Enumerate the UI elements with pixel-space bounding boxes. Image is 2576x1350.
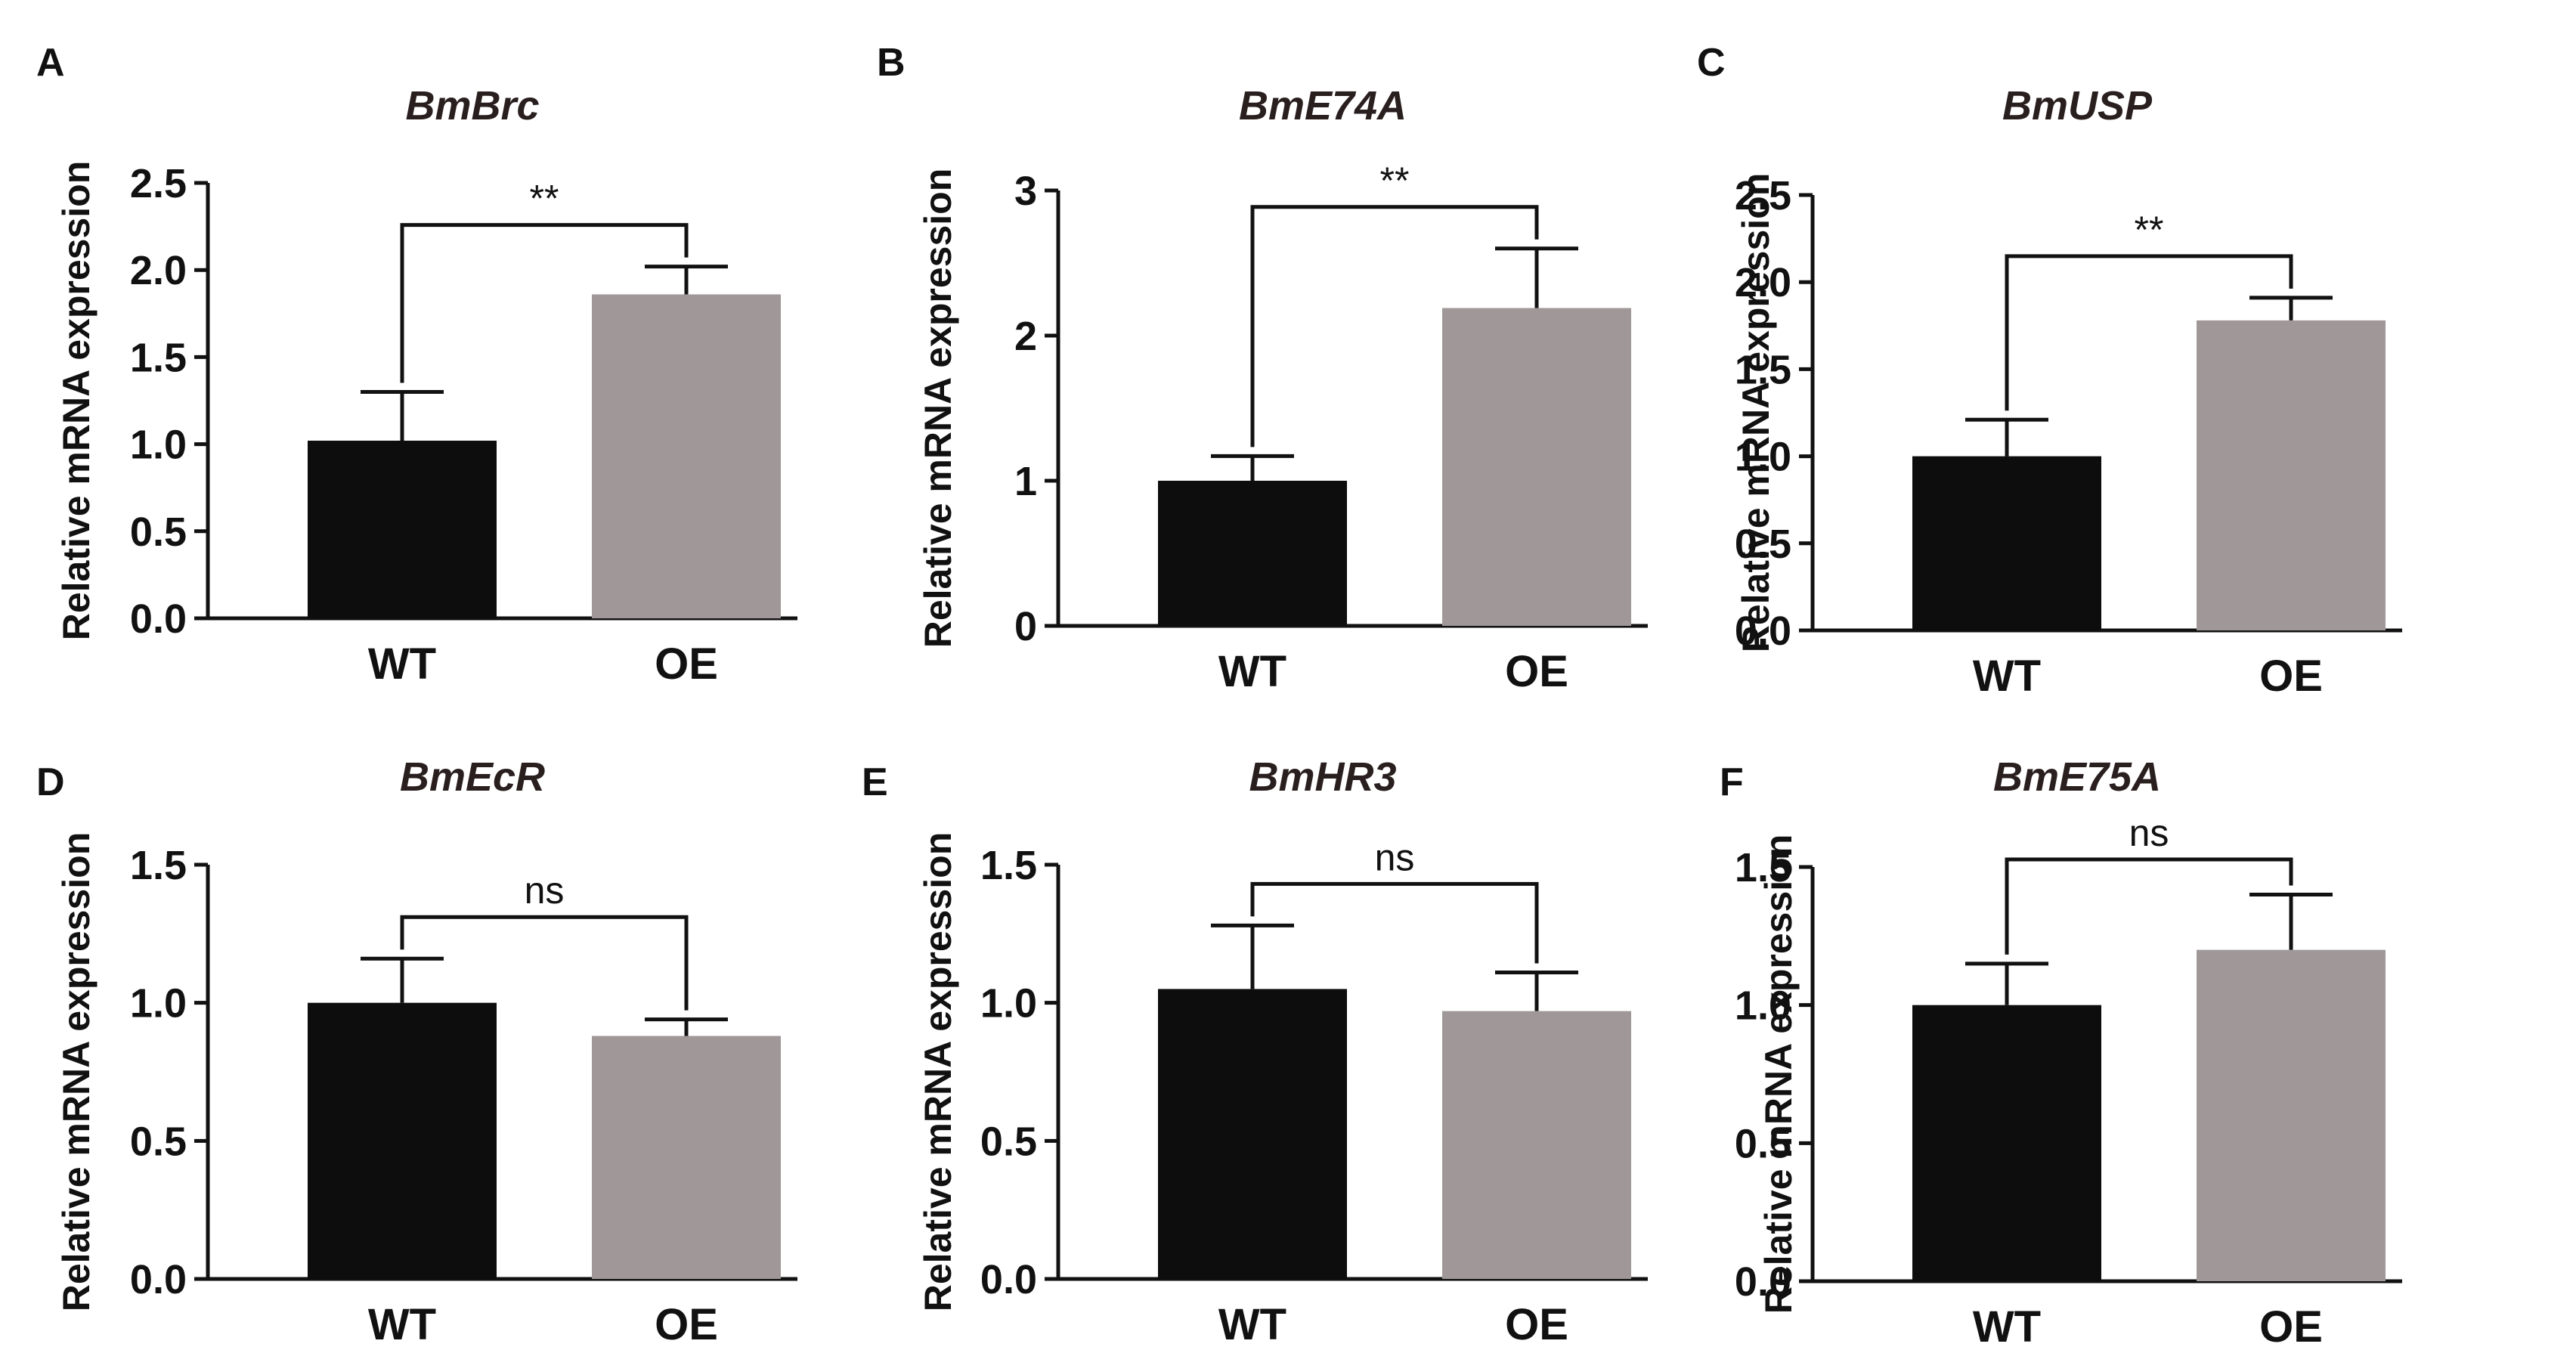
y-axis-label: Relative mRNA expression (1757, 834, 1800, 1314)
chart-panel-d: D BmEcR Relative mRNA expression 0.0 0.5 1.0 1… (36, 754, 797, 1349)
category-label-oe: OE (655, 1300, 718, 1349)
y-tick-label: 1 (1014, 459, 1037, 504)
bar-wt (1158, 481, 1347, 626)
y-tick-label: 2.0 (1735, 260, 1791, 305)
bar-oe (592, 1036, 781, 1279)
y-tick-label: 2.5 (1735, 173, 1791, 218)
significance-bracket (1250, 881, 1539, 964)
bar-oe (592, 294, 781, 618)
significance-label: ** (530, 178, 559, 220)
y-tick-label: 0.0 (1735, 608, 1791, 654)
significance-label: ns (2129, 812, 2169, 854)
y-tick-label: 0.0 (130, 596, 187, 642)
y-tick-label: 0.5 (130, 509, 187, 555)
y-axis-label: Relative mRNA expression (917, 169, 959, 649)
chart-panel-e: E BmHR3 Relative mRNA expression 0.0 0.5 1.0 1… (862, 754, 1648, 1349)
y-axis-label: Relative mRNA expression (55, 832, 98, 1312)
y-tick-label: 0.0 (980, 1257, 1037, 1302)
y-tick-label: 0.5 (130, 1119, 187, 1164)
significance-bracket (400, 915, 689, 1011)
significance-label: ** (2135, 209, 2164, 251)
chart-title: BmE75A (1993, 754, 2161, 800)
bar-wt (308, 440, 497, 618)
y-tick-label: 0.5 (980, 1119, 1037, 1164)
y-tick-label: 1.5 (1735, 347, 1791, 392)
category-label-wt: WT (1973, 652, 2041, 701)
y-axis-label: Relative mRNA expression (1735, 173, 1777, 653)
y-axis-label: Relative mRNA expression (917, 832, 959, 1312)
panel-letter: E (862, 760, 888, 804)
bar-wt (1912, 1005, 2101, 1281)
y-tick-label: 2 (1014, 314, 1037, 359)
category-label-oe: OE (1505, 647, 1568, 696)
significance-bracket (2005, 254, 2293, 411)
category-label-wt: WT (368, 639, 436, 689)
significance-label: ** (1380, 159, 1410, 202)
chart-panel-b: B BmE74A Relative mRNA expression 0 1 2 3 WT OE *… (877, 41, 1648, 696)
bar-oe (2197, 320, 2386, 630)
category-label-wt: WT (1218, 647, 1286, 696)
panel-letter: C (1697, 41, 1726, 85)
y-tick-label: 0.5 (1735, 1121, 1791, 1166)
panel-letter: F (1720, 760, 1744, 804)
significance-label: ns (525, 869, 565, 912)
y-tick-label: 1.0 (130, 981, 187, 1026)
chart-title: BmHR3 (1249, 754, 1396, 800)
y-tick-label: 3 (1014, 169, 1037, 214)
category-label-wt: WT (1218, 1300, 1286, 1349)
y-tick-label: 1.0 (1735, 983, 1791, 1029)
bar-wt (1912, 456, 2101, 630)
y-tick-label: 1.0 (1735, 435, 1791, 480)
y-axis-label: Relative mRNA expression (55, 161, 98, 641)
y-tick-label: 1.0 (980, 981, 1037, 1026)
panel-letter: B (877, 41, 906, 85)
significance-label: ns (1375, 836, 1415, 878)
category-label-oe: OE (655, 639, 718, 689)
y-tick-label: 2.5 (130, 161, 187, 206)
chart-title: BmBrc (405, 83, 539, 128)
y-tick-label: 0.0 (1735, 1259, 1791, 1305)
chart-title: BmEcR (400, 754, 545, 800)
y-tick-label: 1.5 (1735, 845, 1791, 890)
y-tick-label: 2.0 (130, 248, 187, 293)
y-tick-label: 1.5 (130, 843, 187, 888)
significance-bracket (2005, 857, 2293, 955)
chart-title: BmUSP (2002, 83, 2153, 128)
y-tick-label: 0.0 (130, 1257, 187, 1302)
y-tick-label: 1.5 (130, 335, 187, 380)
bar-oe (1442, 308, 1631, 626)
significance-bracket (1250, 205, 1539, 447)
y-tick-label: 0 (1014, 604, 1037, 649)
chart-title: BmE74A (1239, 83, 1407, 128)
y-tick-label: 1.5 (980, 843, 1037, 888)
category-label-oe: OE (2259, 1302, 2323, 1350)
bar-oe (1442, 1011, 1631, 1279)
category-label-oe: OE (2259, 652, 2323, 701)
bar-wt (1158, 989, 1347, 1279)
category-label-wt: WT (368, 1300, 436, 1349)
bar-oe (2197, 949, 2386, 1281)
category-label-wt: WT (1973, 1302, 2041, 1350)
category-label-oe: OE (1505, 1300, 1568, 1349)
panel-letter: D (36, 760, 65, 804)
y-tick-label: 1.0 (130, 423, 187, 468)
chart-panel-a: A BmBrc Relative mRNA expression 0.0 0.5 1.0 1… (36, 41, 797, 689)
y-tick-label: 0.5 (1735, 522, 1791, 567)
bar-wt (308, 1002, 497, 1279)
panel-letter: A (36, 41, 65, 85)
significance-bracket (400, 223, 689, 383)
